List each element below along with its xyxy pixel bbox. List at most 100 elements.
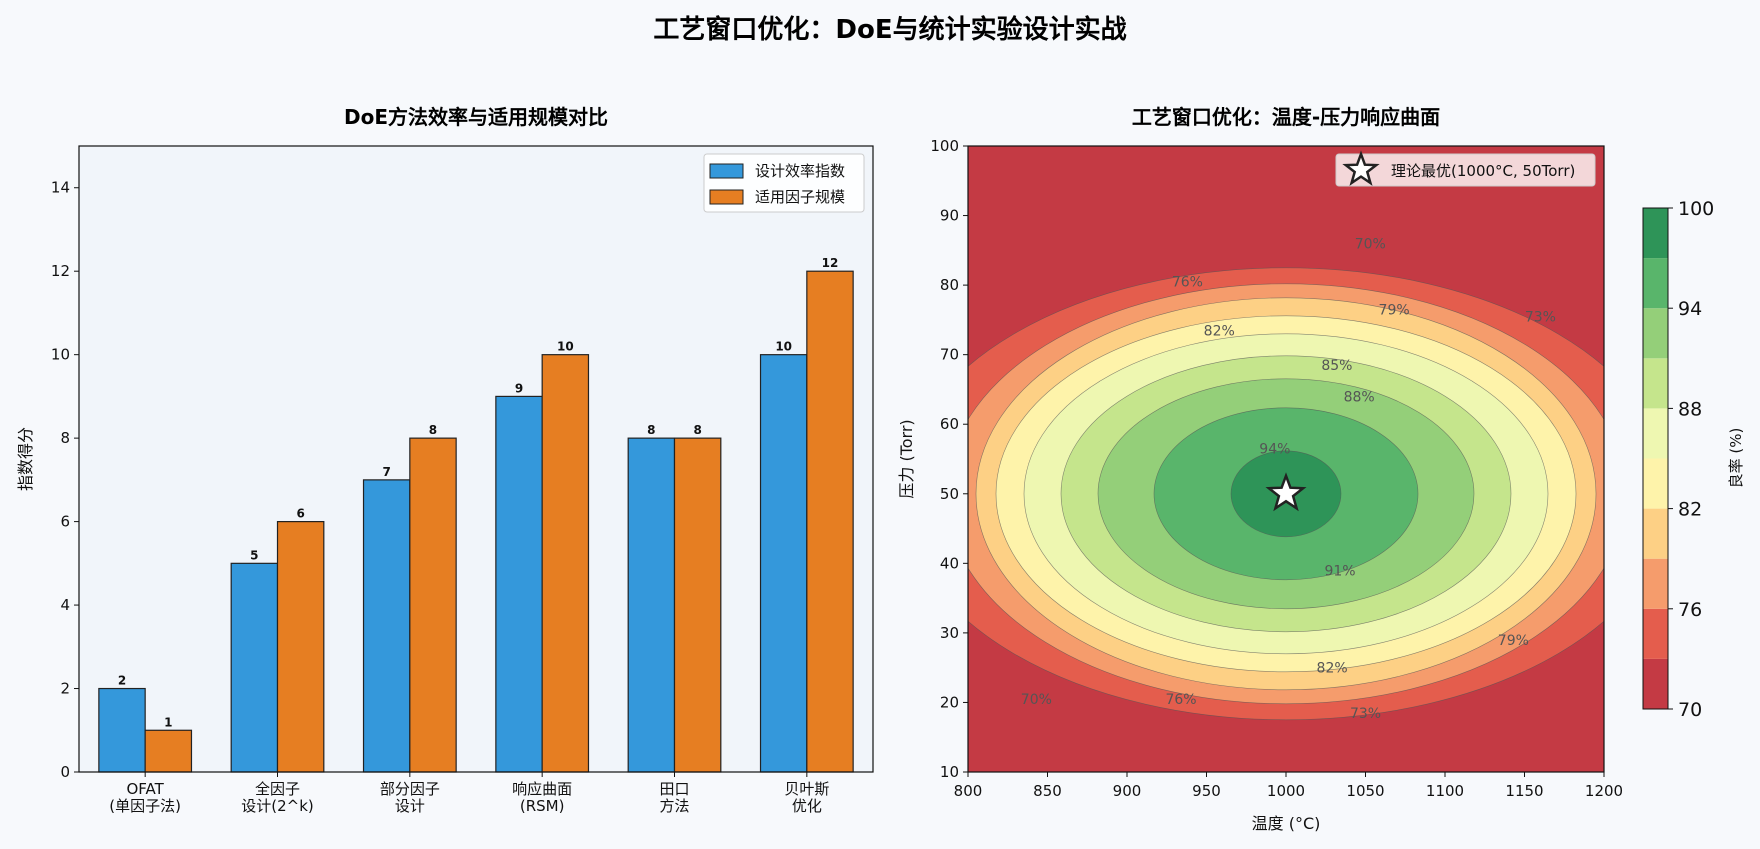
bar-efficiency-4 (627, 437, 676, 773)
legend-entry: 适用因子规模 (755, 188, 845, 206)
bar-x-tick-label: 贝叶斯优化 (784, 780, 829, 815)
bar-scale-2 (409, 437, 457, 773)
contour-level-label: 85% (1321, 358, 1352, 374)
contour-x-tick-label: 950 (1192, 782, 1221, 800)
optimum-star-marker (1265, 472, 1307, 512)
bar-value-label: 5 (250, 548, 258, 562)
colorbar-segment (1643, 508, 1668, 559)
bar-value-label: 7 (382, 465, 390, 479)
colorbar-label: 良率 (%) (1727, 428, 1745, 489)
bar-y-tick-label: 8 (60, 429, 70, 447)
contour-level-label: 82% (1317, 661, 1348, 677)
colorbar-tick-label: 70 (1678, 699, 1702, 721)
bar-value-label: 9 (515, 381, 523, 395)
colorbar-segment (1643, 258, 1668, 309)
bar-y-tick-label: 0 (60, 763, 70, 781)
bar-chart-title: DoE方法效率与适用规模对比 (344, 105, 608, 129)
contour-x-tick-label: 800 (954, 782, 983, 800)
contour-x-tick-label: 1150 (1505, 782, 1543, 800)
contour-y-tick-label: 70 (940, 346, 959, 364)
bar-x-tick-label: 部分因子设计 (380, 780, 440, 815)
legend-entry: 理论最优(1000°C, 50Torr) (1391, 162, 1575, 180)
contour-x-tick-label: 1050 (1346, 782, 1384, 800)
colorbar-segment (1643, 458, 1668, 509)
contour-y-tick-label: 60 (940, 415, 959, 433)
contour-x-axis-label: 温度 (°C) (1252, 814, 1321, 833)
bar-y-tick-label: 10 (51, 346, 70, 364)
contour-legend: 理论最优(1000°C, 50Torr) (1335, 150, 1596, 187)
bar-value-label: 6 (296, 507, 304, 521)
bar-efficiency-0 (98, 687, 146, 773)
contour-chart-title: 工艺窗口优化：温度-压力响应曲面 (1132, 105, 1440, 129)
bar-value-label: 8 (693, 423, 701, 437)
contour-chart-panel: 工艺窗口优化：温度-压力响应曲面 70% 76% 79% 73% 82% 85% 88% 94… (897, 105, 1745, 833)
legend-star-icon (1342, 150, 1380, 186)
contour-level-label: 82% (1204, 323, 1235, 339)
contour-x-tick-label: 1200 (1585, 782, 1623, 800)
bar-value-label: 1 (164, 715, 172, 729)
contour-y-tick-label: 40 (940, 554, 959, 572)
bar-y-tick-label: 12 (51, 262, 70, 280)
colorbar-segment (1643, 208, 1668, 259)
contour-level-label: 70% (1355, 236, 1386, 252)
bar-scale-3 (541, 354, 590, 773)
bar-value-label: 12 (822, 256, 839, 270)
bar-y-tick-label: 6 (60, 513, 70, 531)
bar-x-tick-label: 田口方法 (659, 780, 689, 815)
contour-y-tick-label: 10 (940, 763, 959, 781)
colorbar-segment (1643, 408, 1668, 459)
bar-value-label: 8 (647, 423, 655, 437)
contour-x-tick-label: 850 (1033, 782, 1062, 800)
contour-y-axis-label: 压力 (Torr) (897, 419, 916, 498)
legend-entry: 设计效率指数 (755, 162, 845, 180)
bar-scale-1 (276, 520, 325, 773)
colorbar-segment (1643, 558, 1668, 609)
bar-x-tick-label: OFAT (单因子法) (109, 780, 181, 815)
bar-y-tick-label: 14 (51, 179, 70, 197)
bar-value-label: 2 (118, 674, 126, 688)
bar-efficiency-3 (495, 395, 543, 773)
colorbar-segment (1643, 308, 1668, 359)
contour-level-label: 73% (1525, 309, 1556, 325)
contour-level-label: 79% (1379, 302, 1410, 318)
bar-scale-4 (673, 437, 722, 773)
bar-scale-0 (144, 729, 193, 773)
colorbar-tick-label: 94 (1678, 298, 1702, 320)
bar-y-tick-label: 4 (60, 596, 70, 614)
colorbar-tick-label: 76 (1678, 599, 1702, 621)
contour-y-tick-label: 90 (940, 207, 959, 225)
contour-level-label: 73% (1350, 706, 1381, 722)
contour-level-label: 79% (1498, 633, 1529, 649)
bar-efficiency-5 (759, 354, 808, 773)
legend-swatch (709, 189, 744, 205)
bar-x-tick-label: 响应曲面(RSM) (512, 780, 572, 815)
contour-y-tick-label: 20 (940, 693, 959, 711)
colorbar-segment (1643, 658, 1668, 709)
contour-y-tick-label: 100 (930, 137, 959, 155)
colorbar-tick-label: 88 (1678, 398, 1702, 420)
colorbar-tick-label: 100 (1678, 198, 1714, 220)
contour-x-tick-label: 900 (1113, 782, 1142, 800)
bar-plot-frame (78, 145, 874, 773)
colorbar-segment (1643, 608, 1668, 659)
bar-value-label: 10 (775, 340, 792, 354)
bar-value-label: 10 (557, 340, 574, 354)
contour-level-label: 70% (1021, 692, 1052, 708)
contour-level-label: 91% (1324, 563, 1355, 579)
figure-title: 工艺窗口优化：DoE与统计实验设计实战 (653, 14, 1126, 45)
contour-level-label: 94% (1259, 442, 1290, 458)
contour-x-tick-label: 1000 (1267, 782, 1305, 800)
bar-plot-area (79, 146, 873, 772)
bar-y-axis-label: 指数得分 (16, 427, 35, 491)
bar-chart-panel: DoE方法效率与适用规模对比 2 5 7 9 8 10 1 6 8 10 8 12 OFAT (单因子法… (16, 105, 874, 815)
bar-efficiency-2 (362, 479, 411, 773)
bar-value-label: 8 (429, 423, 437, 437)
contour-level-label: 76% (1165, 692, 1196, 708)
legend-swatch (709, 163, 744, 179)
contour-y-tick-label: 30 (940, 624, 959, 642)
bar-y-tick-label: 2 (60, 680, 70, 698)
colorbar: 70 76 82 88 94 100 良率 (%) (1642, 198, 1745, 721)
contour-x-tick-label: 1100 (1426, 782, 1464, 800)
